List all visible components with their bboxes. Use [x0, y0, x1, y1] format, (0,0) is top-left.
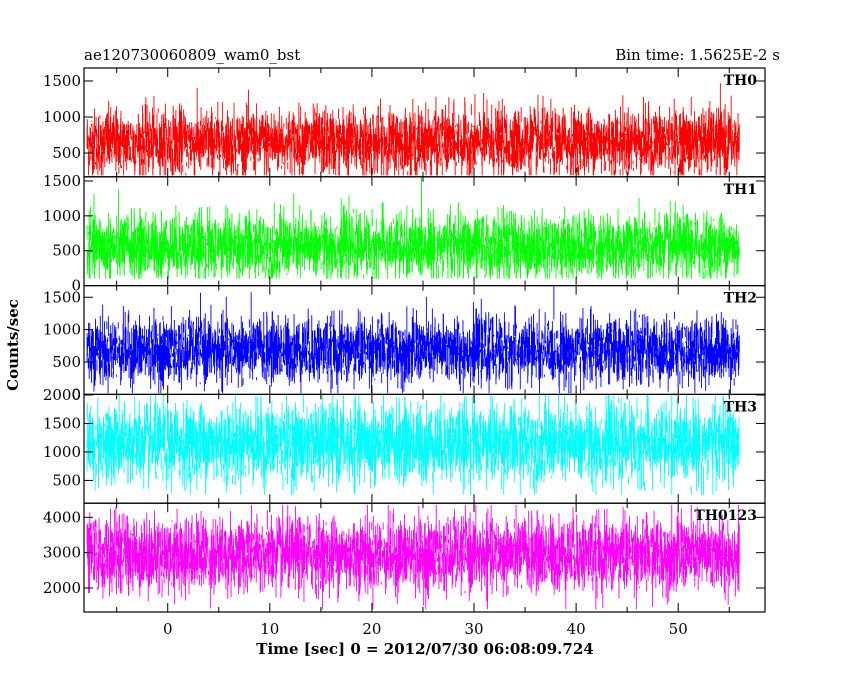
- x-tick-label: 20: [362, 620, 381, 638]
- x-tick-label: 50: [669, 620, 688, 638]
- y-tick-label: 1000: [43, 443, 81, 461]
- panel-name: TH1: [724, 182, 757, 198]
- header-left-title: ae120730060809_wam0_bst: [84, 46, 300, 64]
- panel-frame: [83, 502, 766, 613]
- y-tick-label: 500: [52, 353, 81, 371]
- panel-th2: 0 500 1000 1500 TH2: [43, 285, 766, 403]
- y-tick-label: 4000: [43, 508, 81, 526]
- panel-name: TH0123: [694, 508, 757, 524]
- y-tick-label: 1000: [43, 321, 81, 339]
- y-tick-label: 2000: [43, 386, 81, 404]
- panel-th3: 500 1000 1500 2000 TH3: [43, 386, 766, 504]
- y-tick-label: 500: [52, 144, 81, 162]
- y-tick-label: 500: [52, 471, 81, 489]
- panel-name: TH3: [724, 399, 757, 415]
- x-tick-label: 30: [464, 620, 483, 638]
- y-tick-label: 2000: [43, 579, 81, 597]
- panel-name: TH2: [724, 291, 757, 307]
- panels-group: 500 1000 1500 TH0 0 500 1000 1500 TH1 0 500 1000 150…: [43, 67, 766, 613]
- y-tick-label: 1500: [43, 72, 81, 90]
- x-axis-label: Time [sec] 0 = 2012/07/30 06:08:09.724: [256, 640, 593, 658]
- series-trace-th0: [86, 83, 740, 176]
- panel-th0123: 2000 3000 4000 TH0123: [43, 502, 766, 613]
- header-bin-time: Bin time: 1.5625E-2 s: [615, 46, 780, 64]
- y-tick-label: 1500: [43, 414, 81, 432]
- panel-name: TH0: [724, 73, 758, 89]
- x-tick-label: 40: [567, 620, 586, 638]
- y-tick-label: 0: [71, 385, 81, 403]
- y-tick-label: 1000: [43, 207, 81, 225]
- y-axis-label: Counts/sec: [4, 299, 22, 391]
- series-trace-th1: [86, 177, 740, 279]
- series-trace-th3: [86, 395, 740, 495]
- y-tick-label: 0: [71, 277, 81, 295]
- y-tick-label: 3000: [43, 544, 81, 562]
- x-tick-label: 10: [260, 620, 279, 638]
- y-tick-label: 1500: [43, 288, 81, 306]
- panel-th1: 0 500 1000 1500 TH1: [43, 172, 766, 295]
- x-axis: 0 10 20 30 40 50: [163, 620, 688, 638]
- y-tick-label: 1000: [43, 108, 81, 126]
- series-trace-th2: [86, 286, 740, 394]
- y-tick-label: 500: [52, 242, 81, 260]
- y-tick-label: 1500: [43, 172, 81, 190]
- x-tick-label: 0: [163, 620, 173, 638]
- series-trace-th0123: [86, 505, 740, 610]
- panel-th0: 500 1000 1500 TH0: [43, 67, 766, 178]
